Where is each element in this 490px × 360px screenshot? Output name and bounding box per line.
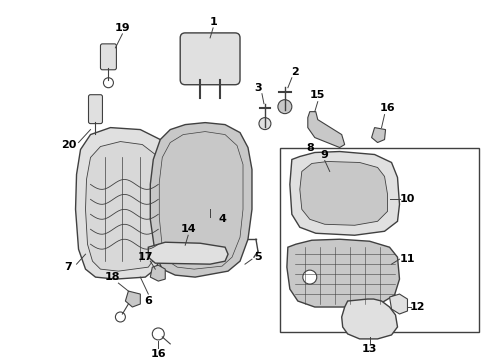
Circle shape [278,100,292,114]
Text: 2: 2 [291,67,299,77]
Polygon shape [148,242,228,264]
Text: 8: 8 [306,143,314,153]
FancyBboxPatch shape [89,95,102,123]
Polygon shape [390,294,408,314]
Text: 11: 11 [400,254,415,264]
Circle shape [116,312,125,322]
Circle shape [303,270,317,284]
FancyBboxPatch shape [100,44,117,70]
Polygon shape [150,123,252,277]
Polygon shape [300,162,388,225]
Text: 5: 5 [254,252,262,262]
Text: 4: 4 [218,214,226,224]
Text: 18: 18 [105,272,120,282]
Text: 19: 19 [115,23,130,33]
Text: 16: 16 [380,103,395,113]
Circle shape [103,78,113,88]
Polygon shape [342,299,397,339]
Circle shape [259,118,271,130]
Polygon shape [125,291,140,307]
Text: 15: 15 [310,90,325,100]
Text: 6: 6 [145,296,152,306]
Polygon shape [150,265,165,281]
Polygon shape [290,152,399,235]
Polygon shape [371,127,386,143]
Text: 13: 13 [362,344,377,354]
Polygon shape [86,141,162,271]
Text: 17: 17 [138,252,153,262]
Circle shape [152,328,164,340]
Text: 16: 16 [150,349,166,359]
Text: 7: 7 [65,262,73,272]
Polygon shape [308,112,344,148]
Text: 14: 14 [180,224,196,234]
Polygon shape [287,239,399,307]
FancyBboxPatch shape [180,33,240,85]
Text: 9: 9 [321,149,329,159]
Text: 3: 3 [254,83,262,93]
Bar [280,148,479,332]
Text: 20: 20 [61,140,76,149]
Text: 1: 1 [209,17,217,27]
Text: 10: 10 [400,194,415,204]
Text: 12: 12 [410,302,425,312]
Polygon shape [75,127,170,279]
